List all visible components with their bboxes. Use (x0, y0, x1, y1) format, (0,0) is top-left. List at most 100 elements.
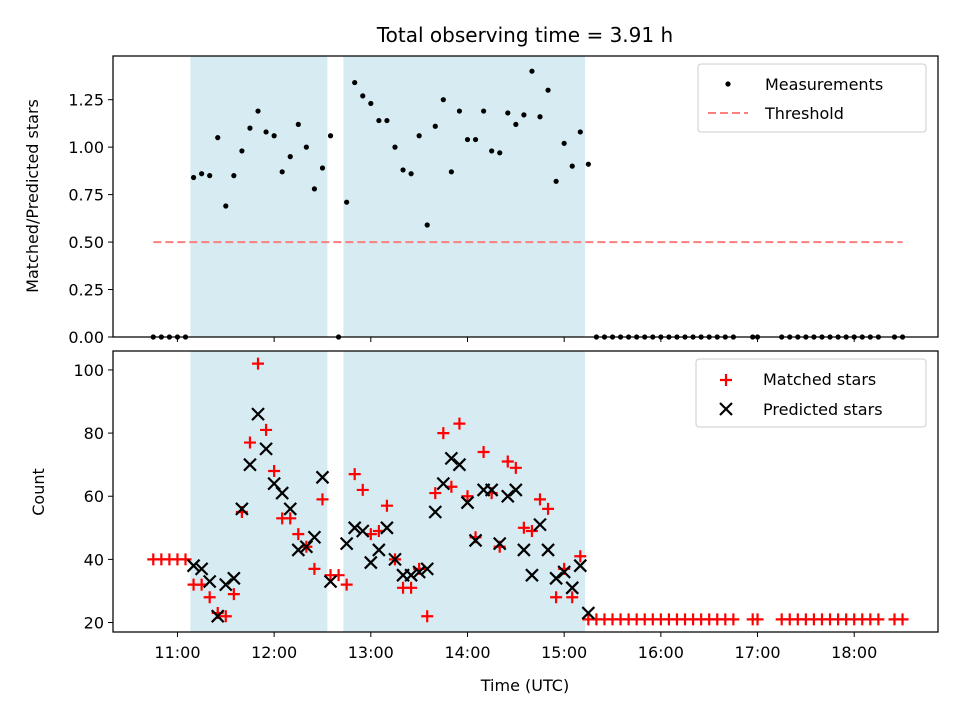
predicted-star-point (315, 470, 330, 485)
y-tick-label: 0.25 (68, 281, 104, 300)
measurement-point (400, 167, 406, 173)
measurement-point (408, 171, 414, 177)
predicted-star-point (500, 489, 515, 504)
bottom-x-axis: 11:00 12:00 13:00 14:00 15:00 16:00 17:00 18:00 (154, 632, 877, 662)
matched-star-point (332, 569, 345, 582)
legend-marker-matched (720, 374, 732, 386)
predicted-star-point (291, 543, 306, 557)
measurement-point (247, 125, 253, 131)
predicted-star-point (251, 407, 265, 421)
predicted-star-point (565, 581, 580, 595)
matched-star-point (751, 613, 764, 626)
x-axis-label: Time (UTC) (480, 676, 569, 695)
matched-star-point (203, 591, 216, 604)
matched-star-point (243, 436, 256, 449)
matched-star-point (566, 591, 579, 604)
matched-star-point (348, 468, 361, 481)
predicted-star-point (533, 517, 547, 532)
predicted-stars-points (186, 407, 596, 623)
matched-star-point (219, 610, 232, 623)
predicted-star-point (525, 568, 539, 582)
measurement-point (319, 165, 326, 171)
predicted-star-point (557, 565, 571, 579)
predicted-star-point (210, 609, 225, 623)
predicted-star-point (492, 536, 507, 551)
observing-window-band (190, 56, 328, 337)
observing-window-band (190, 351, 328, 632)
predicted-star-point (444, 451, 459, 466)
top-observing-windows (190, 56, 586, 337)
predicted-star-point (436, 476, 451, 491)
measurement-point (255, 108, 261, 114)
measurement-point (577, 129, 583, 135)
measurement-point (537, 114, 543, 120)
predicted-star-point (364, 555, 378, 570)
measurement-point (569, 163, 575, 169)
predicted-star-point (428, 505, 443, 519)
measurement-point (529, 68, 535, 74)
predicted-star-point (259, 442, 273, 456)
predicted-star-point (460, 495, 475, 510)
top-panel: 0.00 0.25 0.50 0.75 1.00 1.25 Matched/Predict… (23, 55, 939, 347)
matched-star-point (525, 524, 538, 537)
measurement-point (271, 133, 277, 139)
matched-star-point (316, 493, 329, 506)
measurement-point (521, 112, 527, 118)
legend-label-measurements: Measurements (765, 75, 883, 94)
matched-star-point (252, 357, 265, 370)
bottom-plot-frame (112, 350, 939, 633)
matched-star-point (179, 553, 192, 566)
predicted-star-point (484, 483, 499, 497)
predicted-star-point (468, 533, 483, 548)
matched-star-point (453, 417, 466, 430)
matched-star-point (896, 613, 909, 626)
matched-star-point (429, 487, 442, 500)
measurement-point (223, 203, 229, 209)
measurement-point (327, 133, 334, 139)
bottom-panel: 20 40 60 80 100 11:00 12:00 13:00 14:00 15:00 16:… (29, 350, 939, 695)
predicted-star-point (420, 562, 434, 576)
matched-star-point (872, 613, 885, 626)
measurement-point (448, 169, 454, 175)
top-legend-box (697, 63, 927, 133)
measurement-point (481, 108, 487, 114)
measurement-point (239, 148, 245, 154)
chart-title: Total observing time = 3.91 h (376, 23, 673, 47)
measurement-point (376, 117, 382, 124)
matched-star-point (405, 581, 418, 594)
y-tick-label: 80 (84, 424, 104, 443)
top-x-ticks (176, 337, 855, 342)
matched-stars-points (147, 357, 909, 626)
measurement-point (303, 144, 309, 150)
predicted-star-point (307, 530, 322, 545)
predicted-star-point (517, 543, 531, 557)
measurement-point (279, 169, 285, 175)
x-tick-label: 17:00 (734, 643, 780, 662)
measurement-point (505, 110, 511, 116)
measurement-point (424, 222, 430, 228)
matched-star-point (268, 464, 281, 477)
measurement-point (295, 121, 301, 127)
matched-star-point (380, 499, 393, 512)
y-tick-label: 0.50 (68, 233, 104, 252)
observing-window-band (343, 351, 586, 632)
measurement-point (440, 97, 446, 103)
predicted-star-point (380, 521, 394, 535)
measurement-point (561, 140, 567, 146)
bottom-legend: Matched stars Predicted stars (695, 358, 927, 428)
predicted-star-point (194, 562, 209, 576)
measurement-point (392, 144, 398, 150)
bottom-y-axis-label: Count (29, 468, 48, 516)
predicted-star-point (339, 536, 354, 551)
observing-window-band (343, 56, 586, 337)
bottom-observing-windows (190, 351, 586, 632)
measurement-point (287, 154, 293, 160)
predicted-star-point (186, 558, 201, 573)
measurement-point (190, 174, 197, 181)
predicted-star-point (347, 521, 362, 535)
predicted-star-point (573, 558, 588, 573)
bottom-y-axis: 20 40 60 80 100 (73, 361, 113, 633)
matched-star-point (542, 502, 555, 515)
bottom-legend-box (695, 358, 927, 428)
